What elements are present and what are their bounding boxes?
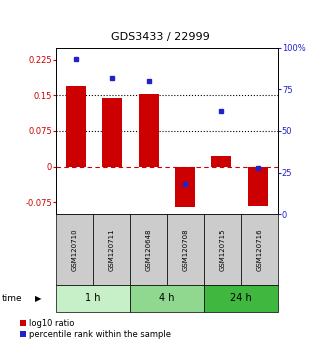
Bar xyxy=(167,214,204,285)
Text: GDS3433 / 22999: GDS3433 / 22999 xyxy=(111,33,210,42)
Bar xyxy=(56,285,130,312)
Text: 4 h: 4 h xyxy=(159,293,175,303)
Bar xyxy=(212,156,231,167)
Text: GSM120648: GSM120648 xyxy=(145,228,152,271)
Text: GSM120715: GSM120715 xyxy=(219,228,225,271)
Bar xyxy=(102,98,122,167)
Bar xyxy=(93,214,130,285)
Text: 1 h: 1 h xyxy=(85,293,101,303)
Text: GSM120708: GSM120708 xyxy=(182,228,188,271)
Bar xyxy=(130,285,204,312)
Text: 24 h: 24 h xyxy=(230,293,252,303)
Bar xyxy=(130,214,167,285)
Bar xyxy=(248,167,268,206)
Bar xyxy=(241,214,278,285)
Legend: log10 ratio, percentile rank within the sample: log10 ratio, percentile rank within the … xyxy=(20,319,171,339)
Text: GSM120716: GSM120716 xyxy=(256,228,262,271)
Bar xyxy=(175,167,195,207)
Text: GSM120710: GSM120710 xyxy=(72,228,78,271)
Bar xyxy=(139,95,159,167)
Bar xyxy=(204,285,278,312)
Bar xyxy=(204,214,241,285)
Text: time: time xyxy=(2,294,22,303)
Bar xyxy=(56,214,93,285)
Bar xyxy=(66,86,86,167)
Text: ▶: ▶ xyxy=(35,294,42,303)
Text: GSM120711: GSM120711 xyxy=(108,228,115,271)
